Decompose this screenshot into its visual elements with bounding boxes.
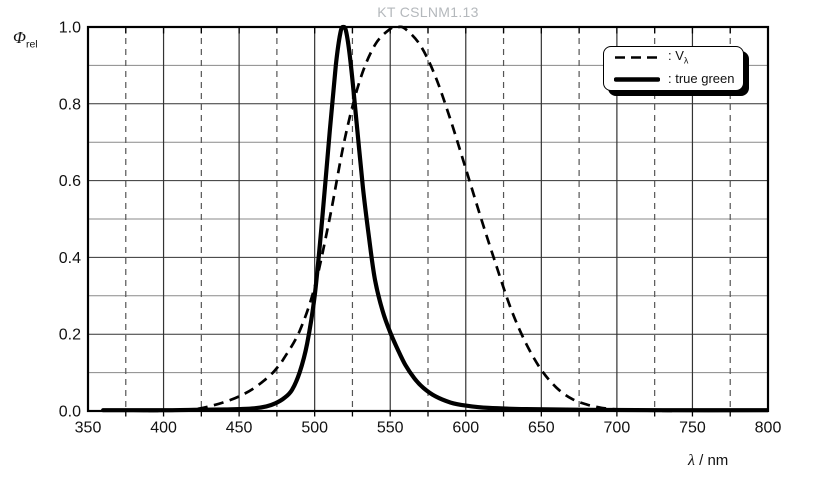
y-tick-label: 0.0 [59,404,81,421]
legend-box: : Vλ : true green [603,46,744,91]
y-tick-label: 0.6 [59,173,81,190]
x-tick-label: 650 [528,420,555,437]
x-tick-label: 700 [604,420,631,437]
x-tick-label: 550 [377,420,404,437]
x-tick-label: 600 [452,420,479,437]
solid-line-sample-icon [614,77,660,83]
y-axis-symbol: Φ [13,28,26,47]
legend-label-vlambda: : Vλ [668,48,689,66]
x-tick-label: 800 [755,420,782,437]
x-tick-label: 350 [75,420,102,437]
x-tick-label: 750 [679,420,706,437]
legend-entry-vlambda: : Vλ [614,48,737,66]
y-axis-label: Φrel [13,28,38,50]
x-axis-label: λ / nm [688,452,728,470]
chart-title: KT CSLNM1.13 [377,4,479,20]
y-tick-label: 0.2 [59,327,81,344]
y-axis-subscript: rel [25,38,38,51]
x-axis-unit: / nm [694,452,729,469]
legend-entry-true-green: : true green [614,71,737,89]
x-tick-label: 400 [150,420,177,437]
dashed-line-sample-icon [615,55,659,59]
x-axis-symbol: λ [688,452,695,469]
legend-label-true-green: : true green [668,71,735,86]
x-tick-label: 450 [226,420,253,437]
series-curve-true-green [101,24,768,413]
y-tick-label: 0.4 [59,250,81,267]
y-tick-label: 0.8 [59,96,81,113]
y-tick-label: 1.0 [59,20,81,37]
plot-border [86,25,770,413]
x-tick-label: 500 [301,420,328,437]
